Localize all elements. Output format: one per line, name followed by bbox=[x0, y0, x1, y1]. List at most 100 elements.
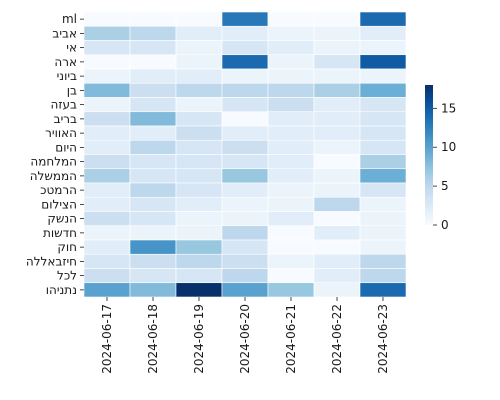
y-tick-label: בעזה bbox=[51, 98, 78, 112]
heatmap-cell bbox=[359, 196, 407, 212]
heatmap-cell bbox=[175, 168, 223, 184]
heatmap-cell bbox=[83, 182, 131, 198]
heatmap-cell bbox=[313, 196, 361, 212]
heatmap-cell bbox=[175, 68, 223, 84]
y-tick-label: חדשות bbox=[43, 226, 77, 240]
colorbar-tick-label: 5 bbox=[441, 179, 449, 193]
heatmap-cell bbox=[221, 239, 269, 255]
heatmap-cell bbox=[267, 211, 315, 227]
heatmap-cell bbox=[267, 11, 315, 27]
heatmap-cell bbox=[129, 225, 177, 241]
heatmap-cell bbox=[313, 139, 361, 155]
heatmap-cell bbox=[129, 82, 177, 98]
heatmap-cell bbox=[129, 239, 177, 255]
heatmap-cell bbox=[129, 268, 177, 284]
heatmap-cell bbox=[313, 25, 361, 41]
heatmap-cell bbox=[359, 282, 407, 298]
heatmap-cell bbox=[129, 111, 177, 127]
heatmap-cell bbox=[221, 97, 269, 113]
heatmap-cell bbox=[221, 125, 269, 141]
heatmap-cell bbox=[175, 82, 223, 98]
y-tick-label: הממשלה bbox=[30, 169, 77, 183]
heatmap-cell bbox=[83, 97, 131, 113]
heatmap-cell bbox=[359, 40, 407, 56]
heatmap-cell bbox=[313, 68, 361, 84]
y-tick-label: המלחמה bbox=[30, 155, 77, 169]
heatmap-cell bbox=[359, 239, 407, 255]
heatmap-cell bbox=[175, 196, 223, 212]
heatmap-cell bbox=[175, 253, 223, 269]
y-tick-label: היום bbox=[55, 140, 77, 154]
heatmap-cell bbox=[175, 225, 223, 241]
heatmap-cell bbox=[83, 268, 131, 284]
y-tick-label: הנשק bbox=[47, 212, 77, 226]
heatmap-cell bbox=[175, 182, 223, 198]
y-tick-label: הצילום bbox=[41, 197, 77, 211]
y-tick-label: אי bbox=[66, 41, 77, 55]
heatmap-cell bbox=[267, 268, 315, 284]
colorbar-tick-label: 0 bbox=[441, 218, 449, 232]
heatmap-cell bbox=[359, 54, 407, 70]
heatmap-cell bbox=[267, 282, 315, 298]
heatmap-cell bbox=[129, 25, 177, 41]
heatmap-cell bbox=[221, 68, 269, 84]
heatmap-cell bbox=[313, 239, 361, 255]
heatmap-cell bbox=[175, 25, 223, 41]
heatmap-cell bbox=[221, 11, 269, 27]
heatmap-cell bbox=[313, 154, 361, 170]
heatmap-cell bbox=[83, 225, 131, 241]
y-tick-label: הרמטכ bbox=[40, 183, 77, 197]
heatmap-cell bbox=[83, 54, 131, 70]
heatmap-cell bbox=[221, 168, 269, 184]
heatmap-cell bbox=[359, 253, 407, 269]
heatmap-cell bbox=[175, 211, 223, 227]
heatmap-cell bbox=[175, 40, 223, 56]
colorbar-ticks: 0 5 10 15 bbox=[433, 101, 456, 232]
heatmap-cell bbox=[175, 239, 223, 255]
heatmap-cell bbox=[83, 211, 131, 227]
heatmap-cell bbox=[83, 68, 131, 84]
heatmap-cell bbox=[129, 97, 177, 113]
heatmap-cell bbox=[129, 68, 177, 84]
heatmap-cell bbox=[313, 182, 361, 198]
heatmap-cell bbox=[267, 239, 315, 255]
heatmap-cell bbox=[267, 25, 315, 41]
heatmap-cells bbox=[83, 11, 407, 298]
heatmap-cell bbox=[221, 111, 269, 127]
heatmap-cell bbox=[83, 82, 131, 98]
heatmap-cell bbox=[129, 40, 177, 56]
colorbar: 0 5 10 15 bbox=[425, 85, 456, 232]
heatmap-cell bbox=[221, 54, 269, 70]
y-tick-label: האוויר bbox=[45, 126, 77, 140]
heatmap-cell bbox=[313, 168, 361, 184]
x-tick-label: 2024-06-18 bbox=[146, 304, 160, 374]
heatmap-cell bbox=[175, 268, 223, 284]
heatmap-cell bbox=[359, 82, 407, 98]
heatmap-cell bbox=[359, 97, 407, 113]
y-tick-label: בן bbox=[67, 83, 77, 97]
x-tick-label: 2024-06-21 bbox=[284, 304, 298, 374]
heatmap-cell bbox=[175, 125, 223, 141]
heatmap-cell bbox=[83, 196, 131, 212]
heatmap-cell bbox=[359, 11, 407, 27]
heatmap-cell bbox=[267, 82, 315, 98]
heatmap-cell bbox=[129, 11, 177, 27]
heatmap-cell bbox=[313, 82, 361, 98]
heatmap-cell bbox=[175, 54, 223, 70]
heatmap-cell bbox=[313, 40, 361, 56]
x-tick-label: 2024-06-19 bbox=[192, 304, 206, 374]
heatmap-cell bbox=[129, 182, 177, 198]
heatmap-cell bbox=[129, 253, 177, 269]
y-tick-label: לכל bbox=[57, 269, 77, 283]
y-tick-label: בריב bbox=[54, 112, 77, 126]
heatmap-cell bbox=[221, 182, 269, 198]
heatmap-cell bbox=[175, 154, 223, 170]
heatmap-cell bbox=[83, 25, 131, 41]
y-tick-label: אביב bbox=[52, 26, 77, 40]
y-tick-label: ביוני bbox=[57, 69, 77, 83]
heatmap-cell bbox=[129, 168, 177, 184]
heatmap-cell bbox=[83, 125, 131, 141]
x-tick-labels: 2024-06-17 2024-06-18 2024-06-19 2024-06-20… bbox=[100, 297, 390, 374]
heatmap-cell bbox=[359, 68, 407, 84]
heatmap-cell bbox=[83, 11, 131, 27]
